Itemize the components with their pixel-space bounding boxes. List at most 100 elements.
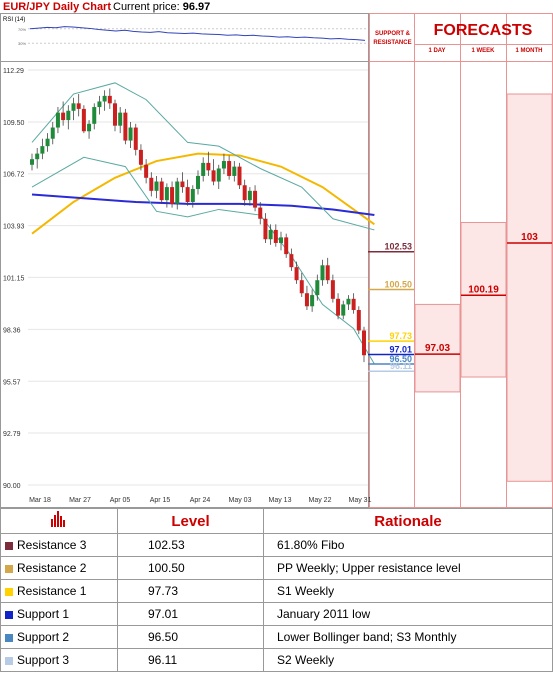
color-swatch (5, 610, 13, 619)
candle-body (247, 190, 252, 201)
candle-body (273, 229, 278, 243)
candle-body (180, 181, 185, 188)
candle-body (81, 108, 86, 132)
forecast-value: 100.19 (468, 284, 499, 295)
price-panel-border (0, 13, 369, 508)
header-level: Level (117, 508, 264, 534)
candle-body (211, 170, 216, 182)
forecasts-title: FORECASTS (433, 22, 533, 39)
candle-body (315, 280, 320, 296)
color-swatch (5, 541, 13, 550)
forecast-band (460, 221, 507, 378)
candle-body (294, 267, 299, 281)
candle-body (123, 112, 128, 141)
candle-body (284, 237, 289, 255)
level-value: 96.50 (117, 625, 264, 649)
candle-body (237, 166, 242, 186)
candle-body (201, 162, 206, 176)
sr-level-label: 96.50 (389, 354, 412, 364)
candle-body (175, 181, 180, 204)
rsi-tick-70: 70% (18, 27, 26, 32)
current-price: Current price: 96.97 (113, 1, 210, 13)
level-rationale: S1 Weekly (263, 579, 553, 603)
levels-table: Level Rationale Resistance 3 102.53 61.80%… (0, 508, 553, 672)
level-rationale: January 2011 low (263, 602, 553, 626)
candle-body (268, 229, 273, 240)
chart-area: 112.29 109.50 106.72 103.93 101.15 98.36 95.57… (0, 1, 553, 508)
x-tick-label: May 13 (269, 497, 292, 504)
candle-body (279, 237, 283, 243)
x-tick-label: Apr 24 (190, 497, 211, 504)
series-line-1 (31, 193, 375, 217)
x-tick-label: Mar 18 (29, 497, 51, 504)
candle-body (310, 295, 315, 307)
y-tick-label: 98.36 (3, 327, 21, 334)
candle-body (144, 164, 149, 178)
sr-level-label: 102.53 (384, 242, 412, 252)
candle-body (304, 293, 309, 307)
current-price-value: 96.97 (182, 1, 211, 13)
y-tick-label: 90.00 (3, 483, 21, 490)
level-row: Resistance 3 102.53 61.80% Fibo (0, 533, 553, 557)
y-tick-label: 106.72 (3, 172, 25, 179)
y-tick-label: 101.15 (3, 275, 25, 282)
level-name: Resistance 3 (17, 538, 87, 552)
candle-body (216, 168, 221, 182)
level-row: Resistance 2 100.50 PP Weekly; Upper resis… (0, 556, 553, 580)
candle-body (107, 95, 112, 104)
x-tick-label: Mar 27 (69, 497, 91, 504)
level-name-cell: Resistance 3 (0, 533, 118, 557)
sr-header: SUPPORT & RESISTANCE (370, 30, 415, 48)
level-rationale: 61.80% Fibo (263, 533, 553, 557)
candle-body (113, 103, 117, 126)
level-row: Support 3 96.11 S2 Weekly (0, 648, 553, 672)
bar-chart-icon (51, 511, 65, 527)
candle-body (330, 280, 335, 299)
candle-body (227, 161, 232, 176)
rsi-label: RSI (14) (3, 17, 26, 23)
candle-body (320, 265, 325, 281)
candle-body (40, 146, 45, 154)
color-swatch (5, 587, 13, 596)
color-swatch (5, 564, 13, 573)
forecast-col-1week: 1 WEEK (471, 48, 495, 54)
level-value: 97.01 (117, 602, 264, 626)
candle-body (263, 218, 268, 240)
level-rationale: Lower Bollinger band; S3 Monthly (263, 625, 553, 649)
candle-body (164, 187, 169, 201)
x-tick-label: Apr 15 (150, 497, 171, 504)
candle-body (232, 166, 237, 176)
candle-body (138, 149, 143, 165)
rsi-tick-30: 30% (18, 41, 26, 46)
level-name-cell: Resistance 2 (0, 556, 118, 580)
candle-body (66, 110, 71, 121)
candle-body (356, 309, 361, 331)
forecast-value: 103 (521, 232, 538, 243)
forecast-col-border-0 (414, 13, 461, 508)
candle-body (55, 112, 60, 128)
candle-body (30, 159, 34, 165)
candle-body (196, 175, 200, 189)
level-name: Support 2 (17, 630, 70, 644)
candle-body (154, 181, 159, 191)
level-name: Resistance 1 (17, 584, 87, 598)
forecast-band (414, 303, 461, 393)
candle-body (128, 127, 133, 141)
forecast-value: 97.03 (425, 343, 450, 354)
level-rationale: PP Weekly; Upper resistance level (263, 556, 553, 580)
candle-body (289, 254, 294, 268)
series-line-3 (31, 156, 375, 365)
header-rationale: Rationale (263, 508, 553, 534)
level-value: 102.53 (117, 533, 264, 557)
candle-body (185, 187, 190, 203)
candle-body (76, 103, 81, 109)
candle-body (242, 185, 247, 201)
candle-body (61, 112, 66, 121)
sr-level-label: 97.73 (389, 331, 412, 341)
x-tick-label: Apr 05 (110, 497, 131, 504)
x-tick-label: May 22 (309, 497, 332, 504)
y-tick-label: 103.93 (3, 224, 25, 231)
level-row: Resistance 1 97.73 S1 Weekly (0, 579, 553, 603)
sr-level-label: 97.01 (389, 344, 412, 354)
y-tick-label: 109.50 (3, 120, 25, 127)
